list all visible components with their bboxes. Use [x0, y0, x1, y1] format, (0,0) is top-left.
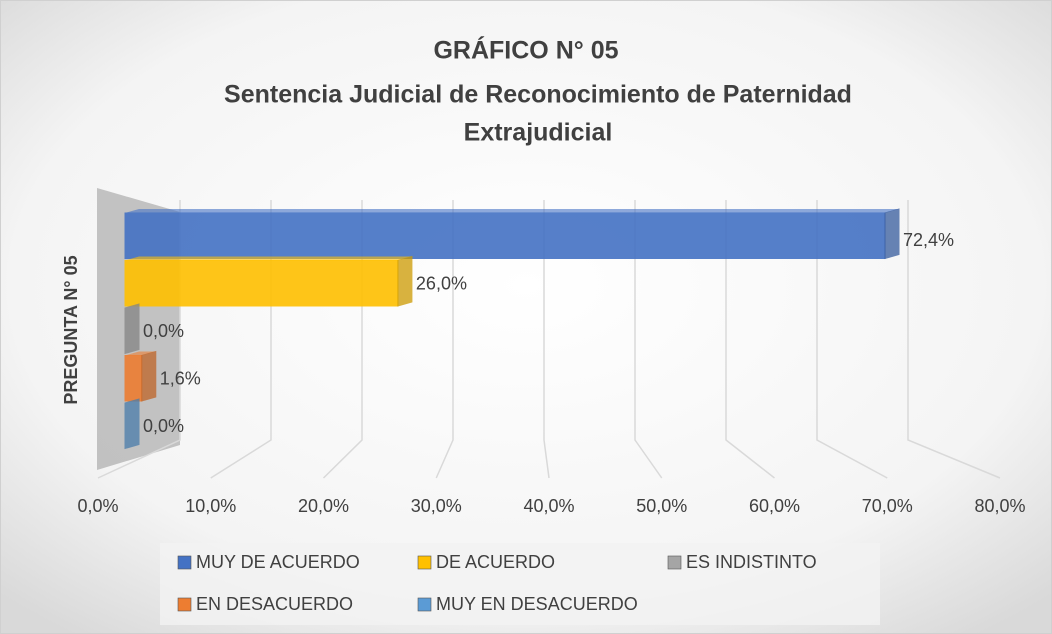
x-tick-label: 50,0% — [636, 496, 687, 516]
legend-swatch — [177, 555, 192, 570]
data-label: 0,0% — [143, 321, 184, 341]
data-label: 26,0% — [416, 273, 467, 293]
legend-label: MUY DE ACUERDO — [196, 552, 360, 572]
bar-top — [125, 209, 899, 213]
legend-swatch — [417, 555, 432, 570]
x-tick-label: 30,0% — [411, 496, 462, 516]
data-label: 1,6% — [160, 368, 201, 388]
legend-swatch — [177, 597, 192, 612]
bar-top — [125, 351, 156, 356]
data-label: 0,0% — [143, 416, 184, 436]
grid-line — [634, 200, 663, 479]
bar-top — [125, 256, 412, 261]
legend-label: EN DESACUERDO — [196, 594, 353, 614]
legend-swatch — [417, 597, 432, 612]
bar — [124, 355, 143, 402]
legend-label: DE ACUERDO — [436, 552, 555, 572]
x-tick-label: 0,0% — [77, 496, 118, 516]
x-tick-label: 10,0% — [185, 496, 236, 516]
chart-subtitle: Sentencia Judicial de Reconocimiento de … — [224, 81, 852, 109]
bar-side — [124, 303, 140, 355]
x-tick-label: 20,0% — [298, 496, 349, 516]
x-tick-label: 60,0% — [749, 496, 800, 516]
bar-side — [124, 398, 140, 450]
grid-line — [435, 200, 454, 479]
legend-label: ES INDISTINTO — [686, 552, 817, 572]
legend-swatch — [667, 555, 682, 570]
grid-line — [816, 200, 888, 479]
grid-line — [725, 200, 775, 479]
bar-side — [141, 350, 157, 402]
bar-side — [397, 255, 413, 307]
chart-title: GRÁFICO N° 05 — [433, 36, 618, 65]
bar — [124, 260, 399, 307]
legend-box — [160, 543, 880, 625]
x-tick-label: 40,0% — [523, 496, 574, 516]
grid-line — [543, 200, 550, 479]
chart-subtitle: Extrajudicial — [464, 119, 613, 147]
x-tick-label: 70,0% — [862, 496, 913, 516]
legend-label: MUY EN DESACUERDO — [436, 594, 638, 614]
grid-line — [907, 200, 1001, 479]
x-tick-label: 80,0% — [974, 496, 1025, 516]
bar-side — [884, 208, 900, 260]
data-label: 72,4% — [903, 230, 954, 250]
bar — [124, 212, 886, 259]
category-label: PREGUNTA N° 05 — [61, 255, 81, 404]
